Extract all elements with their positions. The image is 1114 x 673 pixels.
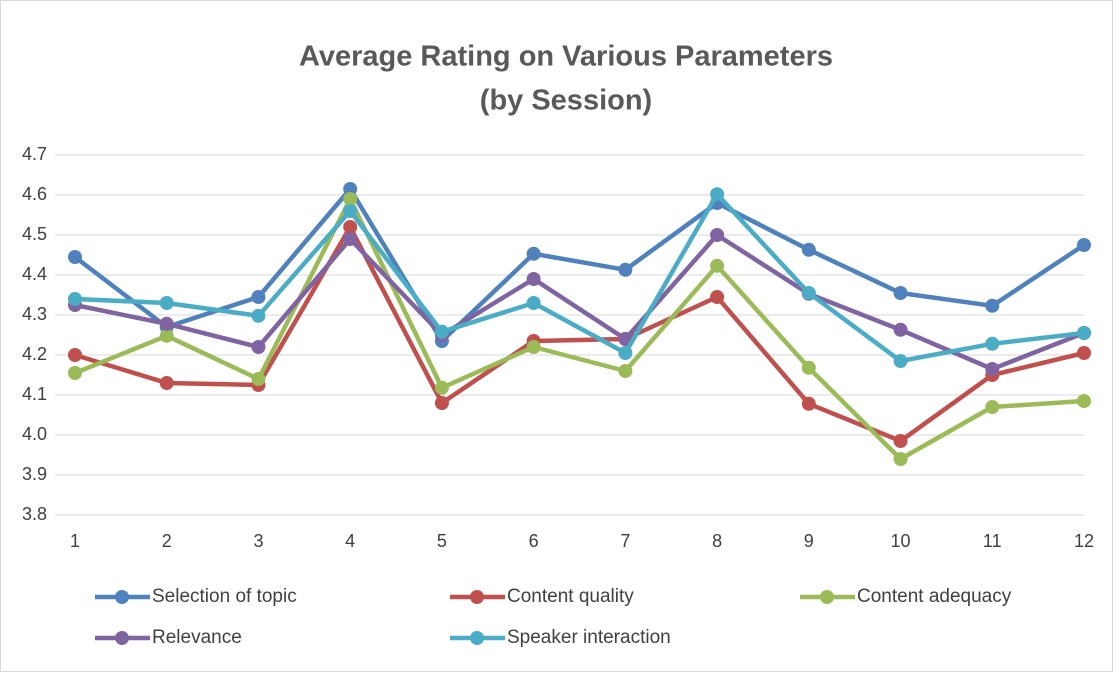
y-tick-label: 3.8: [22, 504, 47, 524]
data-point: [159, 376, 174, 390]
data-point: [618, 364, 633, 378]
data-point: [68, 366, 82, 380]
chart-title: Average Rating on Various Parameters: [299, 41, 833, 73]
data-point: [893, 354, 908, 368]
x-tick-label: 8: [712, 531, 722, 551]
data-point: [343, 182, 358, 196]
data-point: [343, 204, 358, 218]
data-point: [526, 272, 541, 286]
legend-label: Speaker interaction: [507, 627, 671, 648]
y-tick-label: 4.3: [22, 304, 47, 324]
series-line: [74, 224, 1085, 444]
x-tick-label: 12: [1074, 531, 1094, 551]
data-point: [159, 328, 174, 343]
legend-marker: [115, 590, 129, 604]
legend-label: Relevance: [152, 627, 242, 648]
data-point: [893, 322, 908, 337]
data-point: [1077, 346, 1091, 360]
legend-marker: [820, 590, 834, 604]
data-point: [526, 296, 541, 310]
data-point: [1077, 326, 1091, 340]
y-tick-label: 3.9: [22, 464, 47, 484]
x-tick-label: 9: [804, 531, 814, 551]
data-point: [343, 220, 358, 234]
data-point: [710, 187, 725, 202]
data-point: [710, 290, 725, 304]
y-tick-label: 4.6: [22, 184, 47, 204]
legend-label: Content quality: [507, 586, 634, 607]
data-point: [801, 242, 816, 257]
data-point: [985, 362, 1000, 376]
x-tick-label: 10: [891, 531, 911, 551]
data-point: [251, 340, 266, 354]
legend-marker: [115, 631, 129, 645]
series-line: [74, 191, 1085, 364]
legend-marker: [470, 631, 484, 645]
data-point: [343, 232, 358, 246]
series-line: [74, 232, 1085, 372]
data-point: [251, 372, 266, 386]
x-tick-label: 3: [253, 531, 263, 551]
x-tick-label: 1: [70, 531, 80, 551]
data-point: [801, 360, 816, 375]
y-tick-label: 4.5: [22, 224, 47, 244]
series-line: [73, 186, 1086, 344]
x-tick-label: 5: [437, 531, 447, 551]
x-tick-label: 2: [162, 531, 172, 551]
data-point: [985, 298, 1000, 313]
data-point: [251, 308, 266, 323]
data-point: [710, 258, 725, 273]
data-point: [1077, 394, 1091, 408]
chart-title: (by Session): [480, 85, 652, 117]
data-point: [343, 192, 358, 206]
data-point: [68, 250, 82, 264]
data-point: [251, 290, 266, 304]
y-tick-label: 4.0: [22, 424, 47, 444]
data-point: [68, 292, 82, 306]
data-point: [710, 228, 725, 242]
y-tick-label: 4.7: [22, 144, 47, 164]
series-line: [74, 196, 1085, 462]
data-point: [801, 396, 816, 411]
data-point: [159, 296, 174, 310]
legend-label: Content adequacy: [857, 586, 1012, 607]
data-point: [893, 452, 908, 466]
data-point: [893, 434, 908, 448]
x-tick-label: 6: [529, 531, 539, 551]
legend-marker: [470, 590, 484, 604]
data-point: [893, 286, 908, 300]
data-point: [434, 380, 449, 395]
data-point: [1077, 238, 1091, 252]
data-point: [434, 324, 449, 339]
data-point: [618, 346, 633, 360]
data-point: [985, 336, 1000, 351]
legend-label: Selection of topic: [152, 586, 297, 607]
y-tick-label: 4.1: [22, 384, 47, 404]
x-tick-label: 7: [620, 531, 630, 551]
data-point: [526, 246, 541, 261]
data-point: [526, 340, 541, 354]
y-tick-label: 4.2: [22, 344, 47, 364]
x-tick-label: 4: [345, 531, 355, 551]
data-point: [985, 400, 1000, 414]
data-point: [801, 286, 816, 300]
data-point: [434, 396, 449, 410]
data-point: [159, 316, 174, 331]
data-point: [68, 348, 82, 362]
y-tick-label: 4.4: [22, 264, 47, 284]
data-point: [618, 262, 633, 277]
x-tick-label: 11: [983, 531, 1002, 551]
